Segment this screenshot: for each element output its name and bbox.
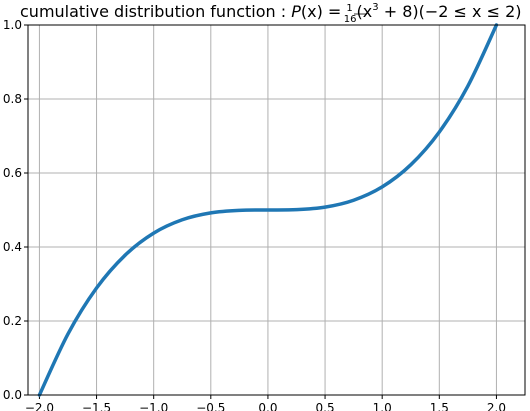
- plot-frame: [27, 24, 526, 396]
- x-tick-label: −1.0: [139, 401, 168, 411]
- x-tick-label: −2.0: [25, 401, 54, 411]
- y-tick-label: 0.4: [3, 240, 22, 254]
- y-tick-label: 0.2: [3, 314, 22, 328]
- x-tick-label: 2.0: [487, 401, 506, 411]
- x-tick-label: 0.0: [258, 401, 277, 411]
- x-tick-label: 1.0: [373, 401, 392, 411]
- x-tick-label: −1.5: [82, 401, 111, 411]
- series-layer: [37, 23, 499, 397]
- x-tick-label: 0.5: [316, 401, 335, 411]
- cdf-curve: [37, 23, 499, 397]
- axis-ticks: −2.0 −1.5 −1.0 −0.5 0.0 0.5 1.0 1.5 2.0 0.0 0.2 0.4…: [3, 18, 506, 411]
- y-tick-label: 1.0: [3, 18, 22, 32]
- y-tick-label: 0.6: [3, 166, 22, 180]
- x-tick-label: 1.5: [430, 401, 449, 411]
- chart-title: cumulative distribution function : P(x) …: [20, 2, 521, 25]
- y-tick-label: 0.8: [3, 92, 22, 106]
- y-tick-label: 0.0: [3, 388, 22, 402]
- x-tick-label: −0.5: [196, 401, 225, 411]
